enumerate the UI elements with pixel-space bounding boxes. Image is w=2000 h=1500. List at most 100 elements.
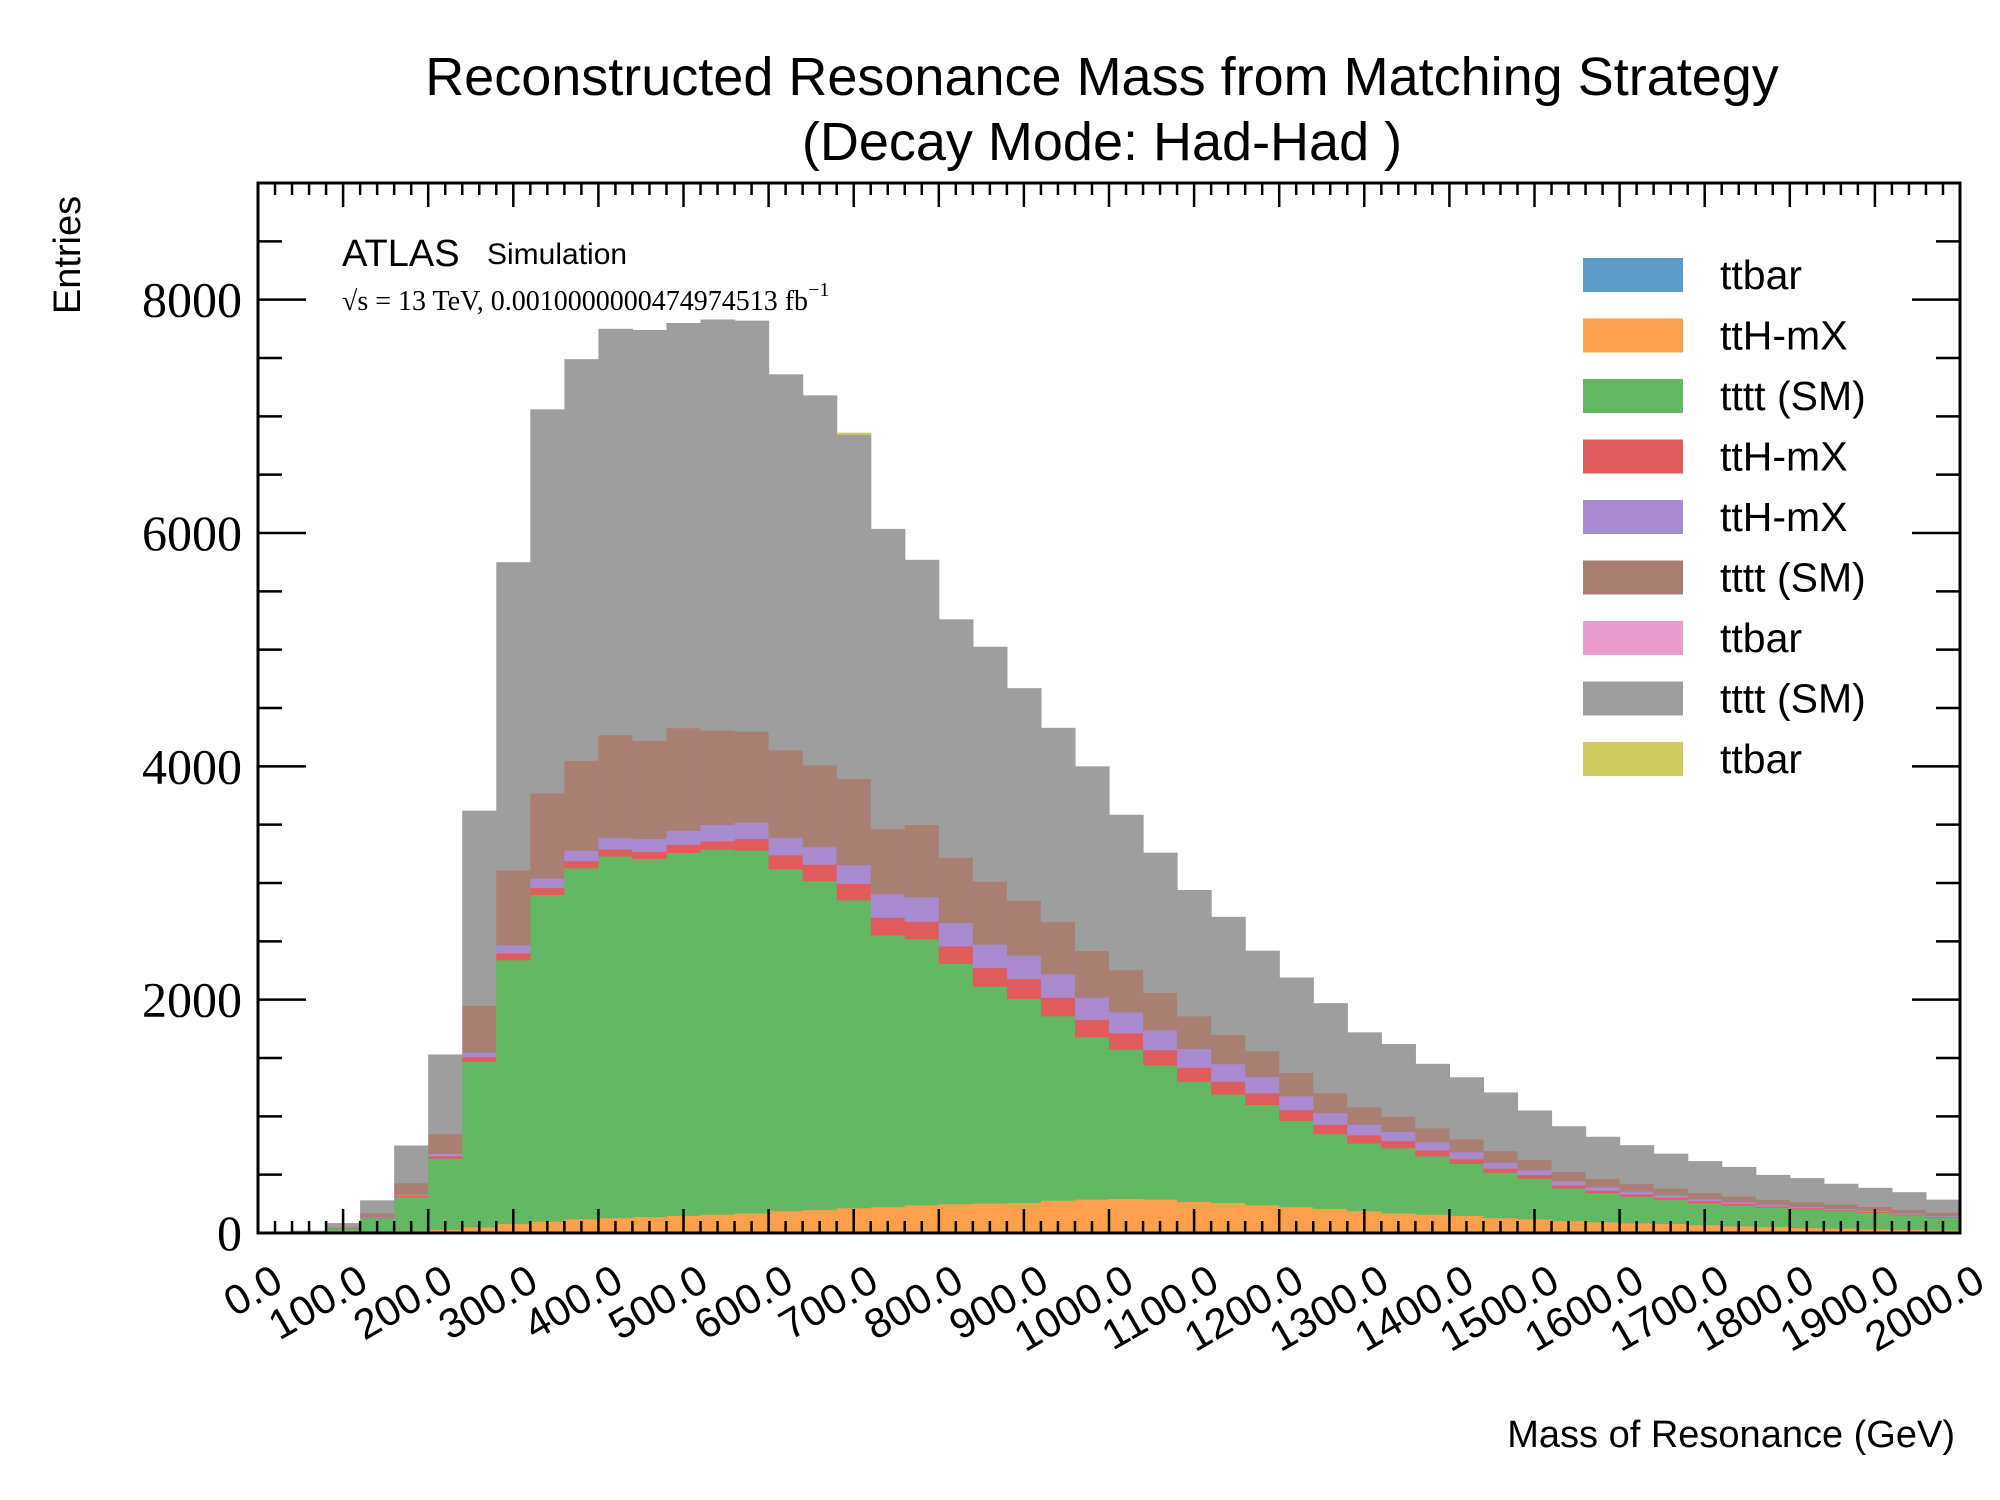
bar-series7-bin16: [802, 395, 838, 766]
bar-series7-bin44: [1755, 1174, 1791, 1200]
bar-series2-bin12: [666, 852, 702, 1216]
bar-series7-bin17: [836, 434, 872, 779]
bar-series4-bin29: [1245, 1076, 1280, 1094]
bar-series2-bin19: [904, 939, 940, 1206]
bar-series7-bin42: [1687, 1161, 1723, 1194]
bar-series4-bin25: [1109, 1011, 1144, 1034]
legend-swatch: [1583, 742, 1683, 776]
chart-title-line2: (Decay Mode: Had-Had ): [802, 112, 1402, 172]
bar-series4-bin4: [394, 1194, 429, 1197]
bar-series5-bin11: [632, 740, 668, 840]
bar-series7-bin34: [1415, 1063, 1450, 1129]
bar-series5-bin16: [802, 765, 838, 848]
bar-series4-bin39: [1585, 1186, 1621, 1191]
bar-series5-bin23: [1040, 921, 1076, 975]
legend-label: tttt (SM): [1720, 676, 1866, 722]
bar-series5-bin26: [1143, 992, 1178, 1031]
bar-series7-bin29: [1245, 950, 1280, 1052]
bar-series4-bin30: [1279, 1095, 1314, 1111]
bar-series4-bin42: [1687, 1199, 1723, 1202]
bar-series2-bin35: [1449, 1163, 1485, 1216]
bar-series7-bin40: [1619, 1145, 1655, 1185]
bar-series3-bin14: [734, 838, 770, 851]
bar-series3-bin4: [394, 1195, 429, 1198]
bar-series7-bin5: [428, 1054, 463, 1135]
bar-series2-bin31: [1313, 1133, 1348, 1209]
bar-series7-bin23: [1040, 727, 1076, 922]
bar-series2-bin25: [1109, 1049, 1144, 1199]
bar-series4-bin45: [1789, 1206, 1825, 1209]
bar-series3-bin16: [802, 864, 838, 882]
bar-series5-bin45: [1789, 1201, 1825, 1208]
bar-series3-bin18: [870, 917, 906, 936]
bar-series4-bin28: [1211, 1063, 1246, 1082]
bar-series4-bin19: [904, 897, 940, 922]
bar-series4-bin23: [1040, 974, 1076, 998]
y-tick-label: 8000: [142, 272, 242, 328]
legend-swatch: [1583, 500, 1683, 534]
bar-series3-bin6: [462, 1056, 497, 1062]
bar-series5-bin5: [428, 1133, 463, 1155]
bar-series5-bin42: [1687, 1192, 1723, 1200]
bar-series5-bin8: [530, 793, 565, 879]
bar-series3-bin8: [530, 887, 565, 896]
bar-series4-bin18: [870, 894, 906, 918]
bar-series2-bin27: [1177, 1081, 1212, 1202]
bar-series5-bin38: [1551, 1171, 1587, 1182]
bar-series5-bin46: [1823, 1204, 1859, 1210]
bar-series5-bin43: [1721, 1196, 1757, 1203]
bar-series2-bin18: [870, 934, 906, 1208]
bar-series5-bin28: [1211, 1034, 1246, 1065]
bar-series7-bin21: [972, 646, 1008, 882]
y-tick-labels: 0 2000 4000 6000 8000: [142, 272, 242, 1261]
bar-series3-bin31: [1313, 1124, 1348, 1135]
legend-swatch: [1583, 621, 1683, 655]
bar-series2-bin10: [598, 856, 634, 1219]
legend-swatch: [1583, 439, 1683, 474]
bar-series7-bin26: [1143, 852, 1178, 994]
bar-series4-bin49: [1925, 1215, 1961, 1218]
bar-series7-bin27: [1177, 890, 1212, 1017]
bar-series3-bin15: [768, 855, 804, 870]
bar-series5-bin14: [734, 731, 770, 823]
bar-series5-bin40: [1619, 1183, 1655, 1192]
bar-series4-bin12: [666, 830, 702, 845]
bar-series3-bin3: [360, 1217, 395, 1219]
bar-series2-bin6: [462, 1061, 497, 1228]
bar-series2-bin16: [802, 880, 838, 1211]
legend-swatch: [1583, 258, 1683, 292]
bar-series2-bin5: [428, 1158, 463, 1230]
bar-series2-bin17: [836, 899, 872, 1209]
bar-series5-bin49: [1925, 1212, 1961, 1217]
bar-series3-bin33: [1381, 1140, 1416, 1149]
bar-series2-bin32: [1347, 1143, 1382, 1212]
bar-series2-bin23: [1040, 1016, 1076, 1201]
bar-series5-bin17: [836, 778, 872, 866]
bar-series5-bin41: [1653, 1188, 1689, 1196]
bar-series5-bin47: [1857, 1206, 1893, 1211]
bar-series3-bin24: [1074, 1019, 1110, 1038]
bar-series3-bin30: [1279, 1109, 1314, 1121]
bar-series7-bin30: [1279, 977, 1314, 1073]
bar-series3-bin12: [666, 844, 702, 854]
bar-series5-bin9: [564, 760, 599, 851]
bar-series7-bin49: [1925, 1199, 1961, 1213]
bar-series7-bin8: [530, 409, 565, 794]
chart-title-line1: Reconstructed Resonance Mass from Matchi…: [425, 47, 1779, 107]
bar-series7-bin7: [496, 562, 531, 871]
bar-series3-bin48: [1891, 1214, 1927, 1216]
bar-series7-bin9: [564, 359, 599, 761]
bar-series3-bin13: [700, 841, 736, 850]
bar-series4-bin14: [734, 822, 770, 840]
bar-series7-bin15: [768, 374, 804, 751]
bar-series4-bin8: [530, 878, 565, 889]
bar-series4-bin36: [1483, 1162, 1519, 1169]
bar-series5-bin33: [1381, 1116, 1416, 1132]
bar-series3-bin29: [1245, 1093, 1280, 1106]
bar-series5-bin3: [360, 1213, 395, 1218]
bar-series2-bin22: [1006, 998, 1042, 1204]
bar-series5-bin35: [1449, 1139, 1485, 1153]
bar-series7-bin25: [1109, 814, 1144, 971]
atlas-label: ATLAS: [342, 233, 460, 275]
